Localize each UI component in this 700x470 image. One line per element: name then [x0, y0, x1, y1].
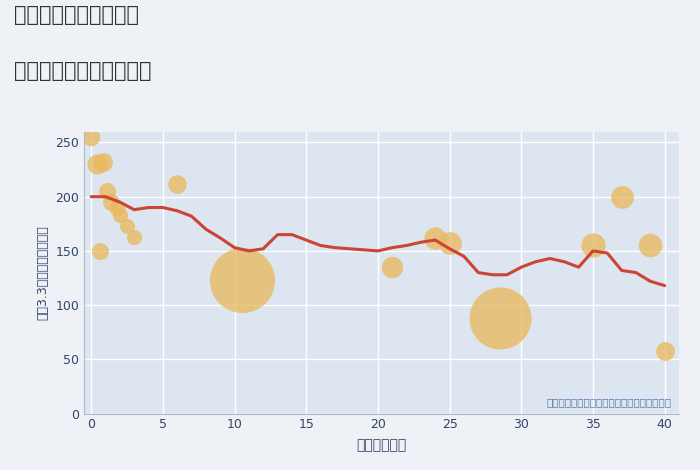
Point	[85, 133, 97, 141]
Point	[129, 233, 140, 241]
Point	[587, 242, 598, 249]
Text: 東京都調布市八雲台の: 東京都調布市八雲台の	[14, 5, 139, 25]
Text: 円の大きさは、取引のあった物件面積を示す: 円の大きさは、取引のあった物件面積を示す	[547, 397, 672, 407]
Point	[102, 188, 113, 195]
Point	[106, 198, 117, 206]
Point	[121, 222, 132, 230]
Text: 築年数別中古戸建て価格: 築年数別中古戸建て価格	[14, 61, 151, 81]
Y-axis label: 坪（3.3㎡）単価（万円）: 坪（3.3㎡）単価（万円）	[36, 225, 50, 320]
Point	[97, 158, 108, 166]
Point	[444, 240, 455, 247]
X-axis label: 築年数（年）: 築年数（年）	[356, 439, 407, 453]
Point	[616, 193, 627, 200]
Point	[91, 160, 102, 168]
Point	[94, 247, 106, 255]
Point	[494, 314, 505, 322]
Point	[111, 204, 122, 212]
Point	[430, 234, 441, 242]
Point	[659, 347, 671, 354]
Point	[386, 263, 398, 271]
Point	[236, 276, 247, 284]
Point	[172, 180, 183, 188]
Point	[114, 212, 125, 219]
Point	[645, 242, 656, 249]
